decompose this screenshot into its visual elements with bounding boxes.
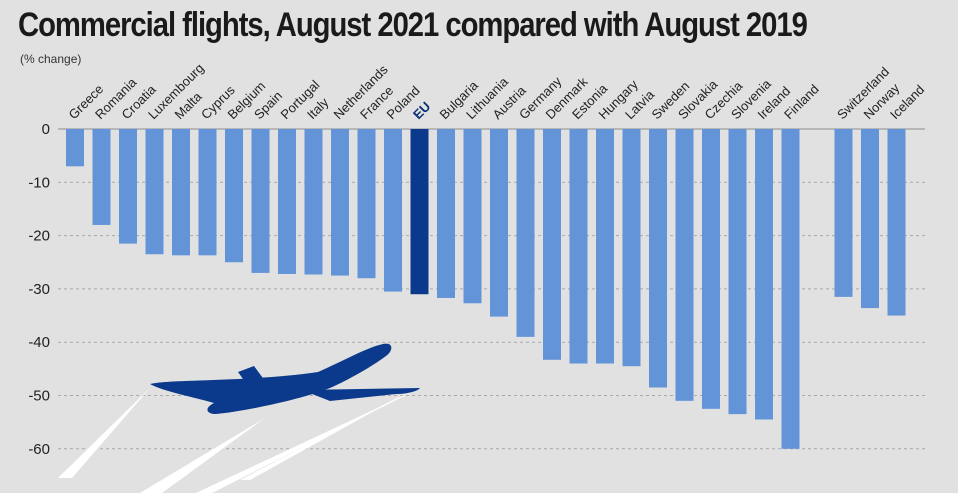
bar-portugal bbox=[278, 129, 296, 274]
bar-czechia bbox=[702, 129, 720, 409]
bar-romania bbox=[92, 129, 111, 225]
bar-belgium bbox=[225, 129, 243, 263]
bar-malta bbox=[172, 129, 190, 256]
bar-luxembourg bbox=[145, 129, 164, 255]
bar-lithuania bbox=[463, 129, 482, 304]
bar-greece bbox=[66, 129, 84, 167]
bar-latvia bbox=[622, 129, 641, 367]
chart-title: Commercial flights, August 2021 compared… bbox=[18, 6, 808, 44]
bar-cyprus bbox=[198, 129, 217, 256]
bar-spain bbox=[251, 129, 270, 273]
bar-eu bbox=[410, 129, 429, 295]
bar-denmark bbox=[543, 129, 561, 360]
bar-germany bbox=[516, 129, 535, 337]
bar-poland bbox=[384, 129, 402, 292]
y-tick-label: -60 bbox=[28, 441, 50, 458]
bar-slovenia bbox=[728, 129, 747, 415]
bar-france bbox=[357, 129, 376, 279]
y-tick-label: 0 bbox=[42, 121, 50, 138]
y-tick-label: -10 bbox=[28, 174, 50, 191]
y-tick-label: -20 bbox=[28, 228, 50, 245]
bar-ireland bbox=[755, 129, 773, 420]
bar-sweden bbox=[649, 129, 667, 388]
bar-estonia bbox=[569, 129, 588, 364]
bar-iceland bbox=[887, 129, 906, 316]
y-tick-label: -40 bbox=[28, 334, 50, 351]
chart-subtitle: (% change) bbox=[20, 52, 82, 66]
bar-croatia bbox=[119, 129, 137, 244]
category-label-finland: Finland bbox=[781, 81, 822, 122]
y-tick-label: -30 bbox=[28, 281, 50, 298]
bar-finland bbox=[781, 129, 800, 449]
y-tick-label: -50 bbox=[28, 388, 50, 405]
bar-slovakia bbox=[675, 129, 694, 401]
bar-norway bbox=[861, 129, 879, 309]
contrail bbox=[58, 388, 150, 478]
contrail bbox=[140, 418, 265, 493]
airplane-illustration bbox=[58, 343, 420, 493]
bar-italy bbox=[304, 129, 323, 275]
bar-hungary bbox=[596, 129, 614, 364]
bar-bulgaria bbox=[437, 129, 455, 298]
airplane-icon bbox=[150, 343, 420, 414]
bar-austria bbox=[490, 129, 508, 317]
bar-switzerland bbox=[834, 129, 853, 297]
bar-netherlands bbox=[331, 129, 349, 276]
contrail bbox=[196, 388, 420, 493]
